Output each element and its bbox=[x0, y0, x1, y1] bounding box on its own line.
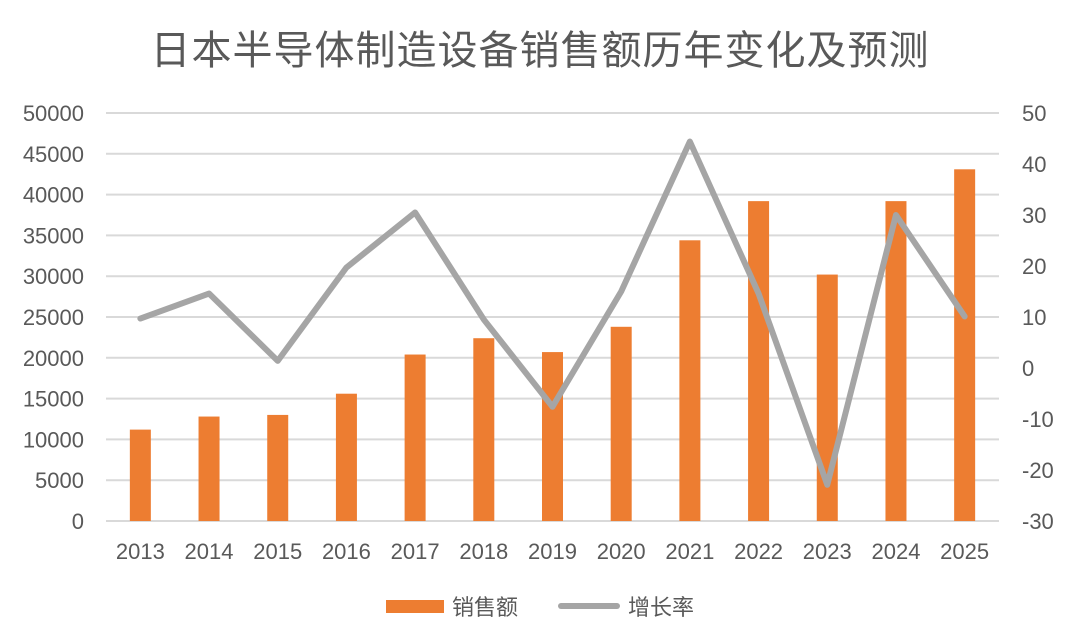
x-axis-tick: 2017 bbox=[391, 539, 440, 564]
left-axis-tick: 15000 bbox=[23, 387, 84, 412]
right-axis-tick: 0 bbox=[1022, 356, 1034, 381]
x-axis-tick: 2023 bbox=[803, 539, 852, 564]
left-axis-tick: 10000 bbox=[23, 427, 84, 452]
legend-bar-swatch bbox=[385, 599, 444, 613]
legend-label-sales: 销售额 bbox=[451, 596, 518, 621]
bar-2024 bbox=[885, 201, 907, 522]
x-axis-tick: 2014 bbox=[185, 539, 234, 564]
x-axis-tick: 2018 bbox=[459, 539, 508, 564]
chart-title: 日本半导体制造设备销售额历年变化及预测 bbox=[150, 28, 930, 74]
bar-2020 bbox=[610, 326, 632, 521]
x-axis-tick: 2024 bbox=[871, 539, 920, 564]
x-axis-tick: 2019 bbox=[528, 539, 577, 564]
left-axis-tick: 40000 bbox=[23, 183, 84, 208]
bar-2018 bbox=[473, 338, 495, 521]
legend-line-swatch bbox=[558, 603, 620, 609]
x-axis-tick: 2025 bbox=[940, 539, 989, 564]
right-axis-tick: -10 bbox=[1022, 407, 1054, 432]
right-axis-tick: -30 bbox=[1022, 509, 1054, 534]
left-axis-tick: 30000 bbox=[23, 264, 84, 289]
left-axis-tick: 25000 bbox=[23, 305, 84, 330]
legend-item-sales: 销售额 bbox=[385, 590, 518, 622]
bar-2016 bbox=[335, 393, 357, 521]
x-axis-tick: 2016 bbox=[322, 539, 371, 564]
x-axis-tick: 2022 bbox=[734, 539, 783, 564]
left-axis-tick: 50000 bbox=[23, 101, 84, 126]
left-axis-tick: 45000 bbox=[23, 142, 84, 167]
x-axis-tick: 2015 bbox=[253, 539, 302, 564]
bar-2017 bbox=[404, 354, 426, 521]
bar-2014 bbox=[198, 416, 220, 521]
right-axis-tick: -20 bbox=[1022, 458, 1054, 483]
x-axis-tick: 2021 bbox=[665, 539, 714, 564]
bar-2013 bbox=[129, 429, 151, 521]
bar-2022 bbox=[748, 201, 770, 522]
right-axis-tick: 10 bbox=[1022, 305, 1046, 330]
x-axis-tick: 2013 bbox=[116, 539, 165, 564]
legend: 销售额 增长率 bbox=[0, 590, 1080, 622]
bar-2019 bbox=[542, 352, 563, 521]
legend-label-growth: 增长率 bbox=[628, 596, 695, 621]
bar-2025 bbox=[954, 169, 976, 521]
right-axis-tick: 40 bbox=[1022, 152, 1046, 177]
left-axis-tick: 35000 bbox=[23, 223, 84, 248]
legend-item-growth: 增长率 bbox=[558, 590, 694, 622]
right-axis-tick: 20 bbox=[1022, 254, 1046, 279]
left-axis-tick: 20000 bbox=[23, 346, 84, 371]
left-axis-tick: 0 bbox=[72, 509, 84, 534]
right-axis-tick: 30 bbox=[1022, 203, 1046, 228]
bar-2021 bbox=[679, 240, 701, 521]
left-axis-tick: 5000 bbox=[35, 468, 84, 493]
x-axis-tick: 2020 bbox=[597, 539, 646, 564]
growth-rate-line bbox=[137, 138, 968, 488]
bar-2015 bbox=[267, 414, 289, 521]
right-axis-tick: 50 bbox=[1022, 101, 1046, 126]
